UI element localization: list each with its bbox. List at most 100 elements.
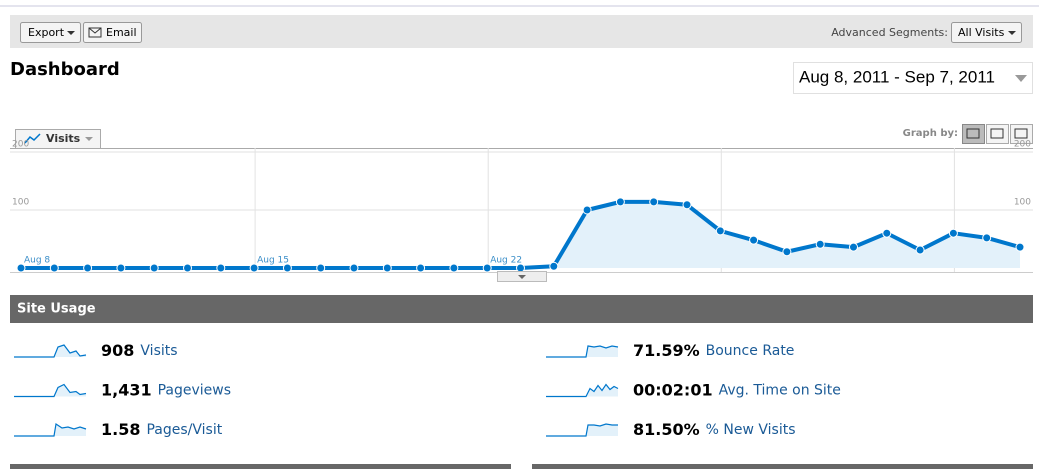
point bbox=[16, 263, 26, 273]
icon bbox=[966, 128, 980, 139]
metric: 81.50% % New Visits bbox=[633, 420, 796, 439]
metric-value: 1,431 bbox=[101, 380, 152, 399]
segment-select[interactable] bbox=[951, 22, 1022, 43]
metric-value: 00:02:01 bbox=[633, 380, 713, 399]
metric-value: 81.50% bbox=[633, 420, 700, 439]
point bbox=[549, 261, 559, 271]
metric-tab[interactable] bbox=[15, 129, 101, 149]
export-label: Export bbox=[28, 26, 65, 39]
handle-arrow bbox=[518, 275, 526, 279]
graph-by-day[interactable] bbox=[962, 124, 985, 144]
sparkline-area bbox=[546, 424, 618, 436]
metric: 908 Visits bbox=[101, 341, 178, 360]
metric-tab-label: Visits bbox=[46, 132, 81, 145]
point bbox=[416, 263, 426, 273]
point bbox=[349, 263, 359, 273]
x-tick-label: Aug 15 bbox=[257, 256, 289, 266]
area bbox=[21, 201, 1020, 268]
point bbox=[715, 226, 725, 236]
point bbox=[449, 263, 459, 273]
sparkline-area bbox=[546, 384, 618, 397]
sparkline bbox=[546, 423, 618, 437]
point bbox=[815, 239, 825, 249]
point bbox=[749, 235, 759, 245]
sparkline bbox=[546, 383, 619, 398]
metric-value: 71.59% bbox=[633, 341, 700, 360]
export-button[interactable] bbox=[20, 22, 81, 43]
point bbox=[149, 263, 159, 273]
dropdown-arrow bbox=[85, 137, 93, 141]
metric-label[interactable]: Pages/Visit bbox=[146, 422, 222, 438]
email-label: Email bbox=[106, 26, 137, 39]
point bbox=[282, 263, 292, 273]
metric-value: 908 bbox=[101, 341, 134, 360]
date-range-text: Aug 8, 2011 - Sep 7, 2011 bbox=[799, 67, 995, 86]
metric-label[interactable]: % New Visits bbox=[706, 422, 796, 438]
point bbox=[216, 263, 226, 273]
point bbox=[316, 263, 326, 273]
metric-label[interactable]: Pageviews bbox=[158, 383, 231, 399]
metric: 71.59% Bounce Rate bbox=[633, 341, 794, 360]
metric: 1.58 Pages/Visit bbox=[101, 420, 223, 439]
dropdown-arrow bbox=[1008, 31, 1016, 35]
x-tick-label: Aug 22 bbox=[490, 256, 522, 266]
graph-by-label: Graph by: bbox=[903, 128, 958, 139]
sparkline bbox=[14, 344, 87, 358]
point bbox=[516, 263, 525, 273]
icon bbox=[990, 128, 1004, 139]
page-title: Dashboard bbox=[10, 59, 120, 80]
tab-icon bbox=[24, 133, 41, 144]
section-header bbox=[10, 464, 511, 469]
segments-label: Advanced Segments: bbox=[831, 26, 948, 39]
metric: 1,431 Pageviews bbox=[101, 380, 231, 399]
point bbox=[1015, 242, 1025, 252]
sparkline bbox=[14, 383, 87, 398]
point bbox=[982, 233, 992, 243]
sparkline-area bbox=[546, 346, 618, 357]
metric-label[interactable]: Avg. Time on Site bbox=[719, 383, 841, 399]
point bbox=[649, 197, 659, 207]
point bbox=[915, 245, 925, 255]
metric-value: 1.58 bbox=[101, 420, 140, 439]
email-icon bbox=[88, 27, 102, 34]
metric-label[interactable]: Visits bbox=[140, 343, 177, 359]
icon bbox=[1014, 128, 1028, 139]
toolbar bbox=[10, 15, 1033, 48]
metrics: 908 Visits 1,431 Pageviews 1.58 Pages/Visit 71… bbox=[14, 341, 841, 439]
section-title: Site Usage bbox=[17, 302, 96, 317]
section-header bbox=[532, 464, 1033, 469]
point bbox=[382, 263, 392, 273]
sparkline-area bbox=[14, 384, 86, 397]
point bbox=[482, 263, 492, 273]
point bbox=[948, 228, 958, 238]
y-tick-label: 100 bbox=[1014, 198, 1031, 208]
graph-by-week[interactable] bbox=[986, 124, 1009, 144]
section-header bbox=[10, 295, 1033, 323]
sparkline-area bbox=[14, 424, 86, 436]
date-range[interactable] bbox=[793, 62, 1033, 94]
point bbox=[782, 247, 792, 257]
y-tick-label: 200 bbox=[1014, 140, 1031, 150]
sparkline-area bbox=[14, 345, 86, 357]
point bbox=[682, 200, 692, 210]
point bbox=[615, 197, 625, 207]
dropdown-arrow bbox=[1015, 75, 1027, 82]
point bbox=[49, 263, 59, 273]
point bbox=[116, 263, 126, 273]
y-tick-label: 100 bbox=[12, 198, 29, 208]
sparkline bbox=[546, 345, 619, 358]
x-tick-label: Aug 8 bbox=[24, 256, 50, 266]
point bbox=[249, 263, 259, 273]
point bbox=[882, 228, 892, 238]
point bbox=[83, 263, 93, 273]
sparkline bbox=[14, 422, 87, 437]
y-tick-label: 200 bbox=[12, 140, 29, 150]
point bbox=[183, 263, 192, 273]
point bbox=[849, 242, 858, 252]
metric: 00:02:01 Avg. Time on Site bbox=[633, 380, 841, 399]
metric-label[interactable]: Bounce Rate bbox=[706, 343, 795, 359]
point bbox=[582, 205, 592, 215]
